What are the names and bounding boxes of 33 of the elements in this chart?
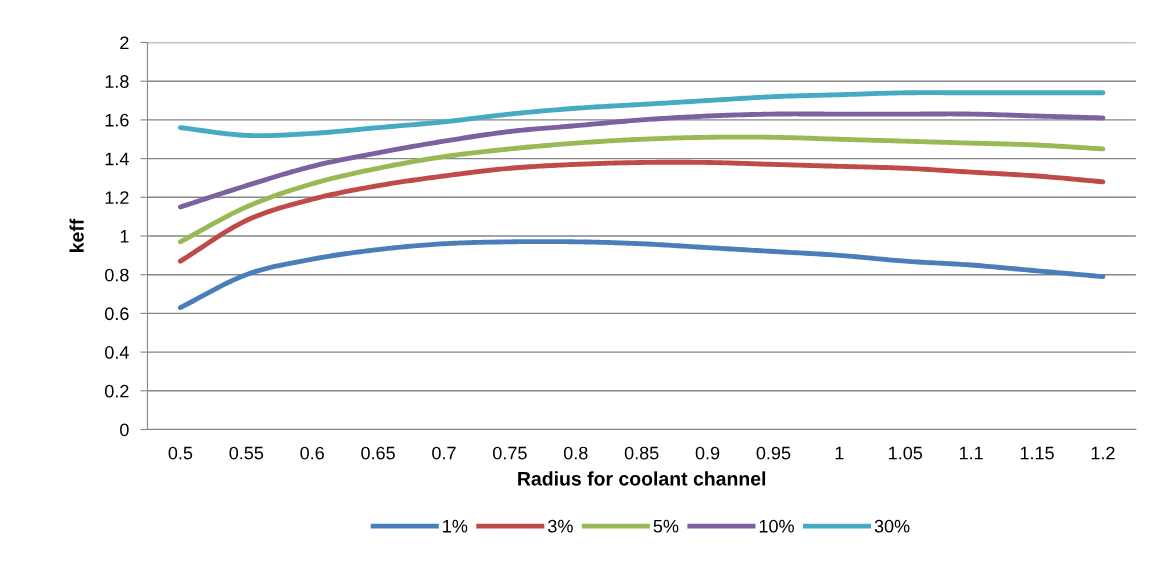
x-tick-label: 0.8 [563,446,588,460]
x-tick-label: 0.9 [695,446,720,460]
y-tick-label: 1.6 [105,113,129,127]
x-tick-label: 0.75 [493,446,527,460]
x-tick-label: 0.55 [229,446,264,460]
x-tick-label: 1.15 [1020,446,1054,460]
x-tick-label: 0.95 [756,446,791,460]
x-tick-label: 0.7 [432,446,456,460]
y-tick-label: 1.8 [105,75,129,88]
y-tick-label: 1.4 [105,152,129,166]
x-tick-label: 0.65 [361,446,395,460]
x-tick-label: 0.6 [300,446,324,460]
y-tick-label: 0.8 [105,268,129,282]
legend-label: 3% [548,519,573,533]
y-tick-label: 0 [120,423,129,437]
y-tick-label: 0.6 [105,307,129,321]
x-axis-title: Radius for coolant channel [518,471,766,486]
x-tick-label: 0.85 [624,446,659,460]
y-axis-title: keff [69,218,84,252]
legend-label: 1% [443,519,468,533]
y-tick-label: 1.2 [105,191,129,204]
y-tick-label: 2 [120,36,129,50]
legend-label: 10% [759,519,794,533]
legend-label: 30% [874,519,910,533]
y-tick-label: 0.2 [105,384,129,398]
x-tick-label: 1.2 [1091,446,1115,460]
y-tick-label: 0.4 [105,346,129,359]
x-tick-label: 1.1 [959,446,983,460]
legend-label: 5% [653,519,679,533]
y-tick-label: 1 [120,230,129,243]
x-tick-label: 1.05 [889,446,923,460]
x-tick-label: 1 [835,446,844,460]
x-tick-label: 0.5 [168,446,193,460]
